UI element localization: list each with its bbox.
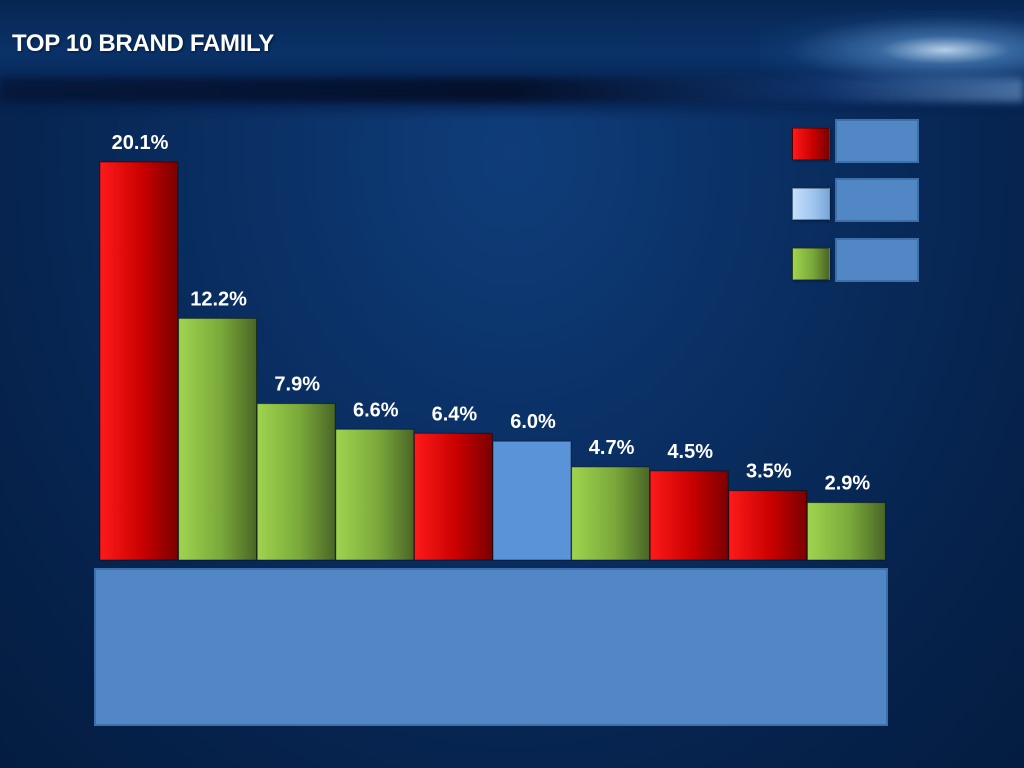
bar-3 [256, 403, 336, 561]
bar-value-label-8: 4.5% [667, 441, 713, 463]
bar-9 [728, 490, 808, 561]
bar-value-label-2: 12.2% [190, 288, 247, 310]
legend-label-box-green [835, 238, 919, 282]
bar-value-label-1: 20.1% [112, 132, 169, 154]
legend-swatch-blue [792, 188, 830, 220]
legend-label-box-red [835, 119, 919, 163]
bar-value-label-5: 6.4% [432, 403, 478, 425]
bar-value-label-9: 3.5% [746, 461, 792, 483]
bar-value-label-3: 7.9% [274, 374, 320, 396]
header-glow [760, 10, 1024, 90]
bar-value-label-4: 6.6% [353, 399, 399, 421]
category-label-panel [94, 568, 888, 726]
legend-swatch-green [792, 248, 830, 280]
legend-label-box-blue [835, 178, 919, 222]
bar-5 [413, 432, 493, 561]
bar-value-label-6: 6.0% [510, 411, 556, 433]
bar-7 [571, 466, 651, 561]
bar-1 [99, 161, 179, 561]
bar-8 [649, 470, 729, 561]
bar-6 [492, 440, 572, 561]
bar-value-label-7: 4.7% [589, 437, 635, 459]
page-title: TOP 10 BRAND FAMILY [12, 30, 274, 57]
bar-2 [178, 317, 258, 561]
legend-swatch-red [792, 128, 830, 160]
bar-10 [806, 502, 886, 561]
bar-value-label-10: 2.9% [825, 473, 871, 495]
bar-4 [335, 428, 415, 561]
